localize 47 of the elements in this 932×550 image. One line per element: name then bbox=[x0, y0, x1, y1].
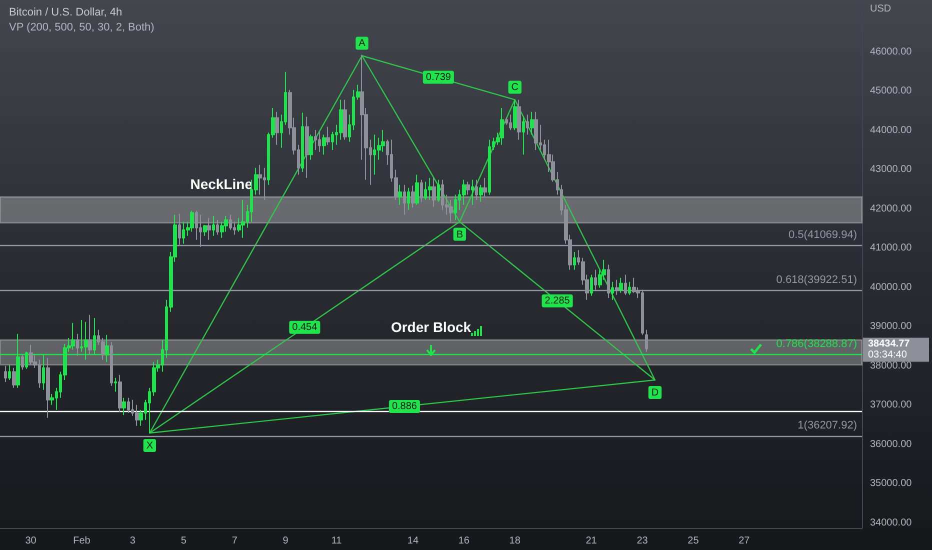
y-tick-label: 42000.00 bbox=[870, 203, 912, 214]
x-tick-label: Feb bbox=[73, 536, 91, 546]
annotation: B bbox=[456, 229, 464, 240]
y-tick-label: 44000.00 bbox=[870, 124, 912, 136]
x-tick-label: 16 bbox=[458, 536, 470, 546]
x-tick-label: 23 bbox=[636, 536, 648, 546]
y-tick-label: 35000.00 bbox=[870, 478, 912, 490]
annotation: X bbox=[146, 440, 154, 452]
legend-label: 0.786(38288.87) bbox=[776, 338, 857, 350]
band-label: NeckLine bbox=[190, 176, 253, 192]
y-tick-label: 41000.00 bbox=[870, 242, 912, 254]
text: 03:34:40 bbox=[868, 349, 908, 360]
y-tick-label: 45000.00 bbox=[870, 86, 912, 97]
x-tick-label: 5 bbox=[180, 536, 187, 546]
annotation: 0.454 bbox=[292, 322, 318, 333]
annotation: D bbox=[651, 388, 659, 399]
ref-line-label: 0.618(39922.51) bbox=[776, 274, 857, 286]
x-tick-label: 25 bbox=[688, 536, 700, 546]
ref-line-label: 0.5(41069.94) bbox=[788, 228, 857, 241]
x-tick-label: 21 bbox=[586, 536, 598, 546]
y-tick-label: 46000.00 bbox=[870, 46, 912, 58]
y-tick-label: 40000.00 bbox=[870, 282, 912, 293]
x-tick-label: 9 bbox=[282, 536, 289, 546]
y-tick-label: 38000.00 bbox=[870, 360, 912, 372]
text: USD bbox=[870, 4, 892, 14]
x-tick-label: 11 bbox=[331, 536, 342, 546]
x-tick-label: 30 bbox=[25, 536, 37, 546]
band-label: Order Block bbox=[390, 319, 472, 336]
x-tick-label: 7 bbox=[232, 536, 238, 546]
annotation: A bbox=[358, 38, 366, 50]
annotation: 0.739 bbox=[426, 72, 452, 83]
annotation: 0.886 bbox=[392, 401, 418, 412]
x-tick-label: 3 bbox=[130, 536, 136, 546]
x-tick-label: 14 bbox=[407, 536, 419, 546]
text: 38434.77 bbox=[868, 338, 910, 350]
x-tick-label: 27 bbox=[738, 536, 750, 546]
annotation: 2.285 bbox=[544, 295, 570, 306]
x-tick-label: 18 bbox=[509, 536, 521, 546]
annotation: C bbox=[511, 82, 518, 94]
ref-line-label: 1(36207.92) bbox=[798, 420, 857, 432]
y-tick-label: 39000.00 bbox=[870, 321, 912, 332]
text: Bitcoin / U.S. Dollar, 4h bbox=[9, 6, 122, 18]
y-tick-label: 37000.00 bbox=[870, 400, 912, 411]
y-tick-label: 36000.00 bbox=[870, 438, 912, 450]
text: VP (200, 500, 50, 30, 2, Both) bbox=[9, 22, 154, 34]
y-tick-label: 43000.00 bbox=[870, 164, 912, 176]
y-tick-label: 34000.00 bbox=[870, 517, 912, 528]
